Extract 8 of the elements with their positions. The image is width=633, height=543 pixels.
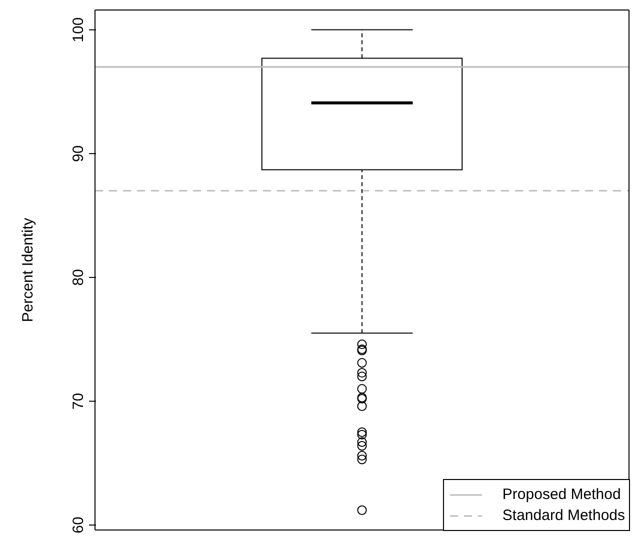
y-axis-title: Percent Identity (19, 217, 36, 322)
y-tick-label: 70 (70, 392, 87, 410)
legend-label: Standard Methods (502, 507, 625, 524)
y-tick-label: 90 (70, 145, 87, 162)
y-tick-label: 80 (70, 269, 87, 286)
y-tick-label: 60 (70, 516, 87, 534)
legend-label: Proposed Method (502, 486, 621, 503)
y-tick-label: 100 (70, 17, 87, 42)
